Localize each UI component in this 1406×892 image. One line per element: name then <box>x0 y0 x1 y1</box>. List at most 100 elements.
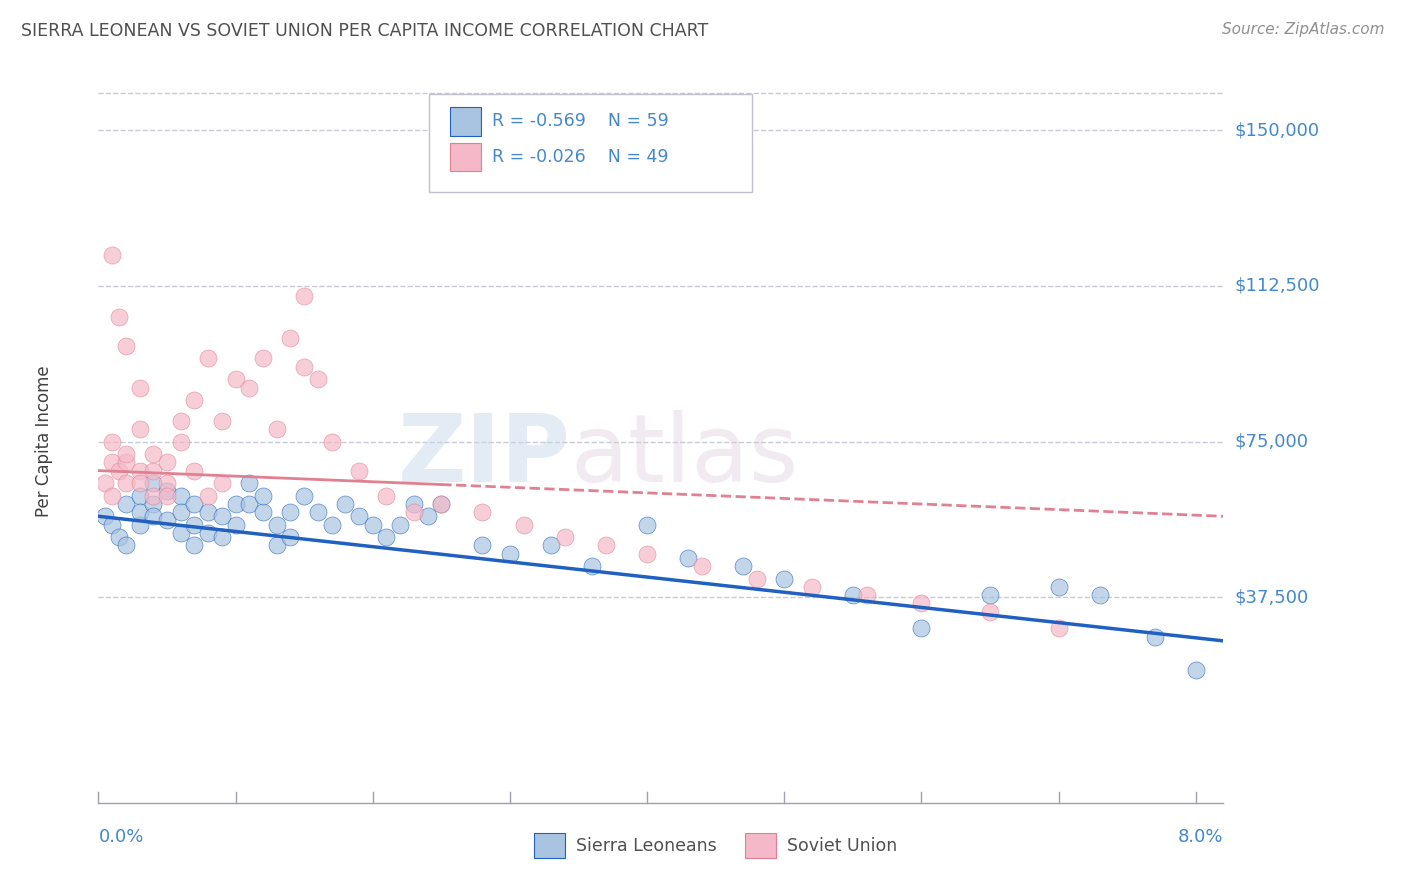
Point <box>115 455 138 469</box>
Point <box>389 517 412 532</box>
Point <box>225 372 247 386</box>
Point <box>128 489 150 503</box>
Point <box>197 489 219 503</box>
Point <box>197 505 219 519</box>
Point <box>471 538 494 552</box>
Point <box>156 513 179 527</box>
Point <box>128 422 150 436</box>
Point <box>347 509 370 524</box>
Point <box>115 447 138 461</box>
Point <box>225 497 247 511</box>
Text: Sierra Leoneans: Sierra Leoneans <box>576 837 717 855</box>
Point <box>416 509 439 524</box>
Point <box>170 434 193 449</box>
Point <box>292 289 315 303</box>
Point <box>512 517 534 532</box>
Point <box>402 497 425 511</box>
Point <box>307 505 329 519</box>
Point <box>170 489 193 503</box>
Point <box>142 497 165 511</box>
Point <box>142 489 165 503</box>
Point <box>142 509 165 524</box>
Point <box>499 547 522 561</box>
Point <box>115 497 138 511</box>
Point <box>108 464 131 478</box>
Point <box>292 489 315 503</box>
Point <box>266 538 288 552</box>
Point <box>115 476 138 491</box>
Point <box>540 538 562 552</box>
Point <box>321 517 343 532</box>
Point <box>402 505 425 519</box>
Point <box>471 505 494 519</box>
Text: $150,000: $150,000 <box>1234 121 1319 139</box>
Text: $112,500: $112,500 <box>1234 277 1320 295</box>
Point <box>430 497 453 511</box>
Point <box>238 497 260 511</box>
Point <box>128 517 150 532</box>
Point <box>156 476 179 491</box>
Point <box>128 464 150 478</box>
Point <box>142 476 165 491</box>
Point <box>170 414 193 428</box>
Point <box>581 559 603 574</box>
Point <box>170 525 193 540</box>
Point <box>430 497 453 511</box>
Point <box>1047 621 1070 635</box>
Point <box>773 572 796 586</box>
Point <box>910 597 932 611</box>
Point <box>266 422 288 436</box>
Text: $37,500: $37,500 <box>1234 588 1309 607</box>
Point <box>183 464 205 478</box>
Point <box>108 530 131 544</box>
Point <box>238 476 260 491</box>
Point <box>94 476 117 491</box>
Point <box>554 530 576 544</box>
Point <box>101 248 124 262</box>
Point <box>225 517 247 532</box>
Text: SIERRA LEONEAN VS SOVIET UNION PER CAPITA INCOME CORRELATION CHART: SIERRA LEONEAN VS SOVIET UNION PER CAPIT… <box>21 22 709 40</box>
Point <box>1184 663 1206 677</box>
Text: R = -0.026    N = 49: R = -0.026 N = 49 <box>492 148 669 166</box>
Point <box>142 447 165 461</box>
Point <box>183 538 205 552</box>
Point <box>347 464 370 478</box>
Point <box>128 476 150 491</box>
Point <box>855 588 877 602</box>
Point <box>211 414 233 428</box>
Point <box>128 505 150 519</box>
Text: atlas: atlas <box>571 410 799 502</box>
Point <box>307 372 329 386</box>
Point <box>252 505 274 519</box>
Point <box>197 525 219 540</box>
Point <box>183 497 205 511</box>
Point <box>678 550 700 565</box>
Point <box>183 517 205 532</box>
Point <box>979 605 1001 619</box>
Point <box>156 489 179 503</box>
Point <box>1143 630 1166 644</box>
Text: Per Capita Income: Per Capita Income <box>35 366 53 517</box>
Point <box>197 351 219 366</box>
Point <box>321 434 343 449</box>
Point <box>156 455 179 469</box>
Text: Soviet Union: Soviet Union <box>787 837 897 855</box>
Point <box>101 517 124 532</box>
Point <box>280 331 302 345</box>
Point <box>361 517 384 532</box>
Point <box>211 530 233 544</box>
Point <box>375 530 398 544</box>
Point <box>252 351 274 366</box>
Point <box>156 484 179 499</box>
Text: $75,000: $75,000 <box>1234 433 1309 450</box>
Point <box>101 455 124 469</box>
Point <box>238 380 260 394</box>
Text: R = -0.569    N = 59: R = -0.569 N = 59 <box>492 112 669 130</box>
Point <box>636 547 658 561</box>
Point <box>910 621 932 635</box>
Point <box>266 517 288 532</box>
Point <box>1088 588 1111 602</box>
Point <box>128 380 150 394</box>
Point <box>211 509 233 524</box>
Point <box>211 476 233 491</box>
